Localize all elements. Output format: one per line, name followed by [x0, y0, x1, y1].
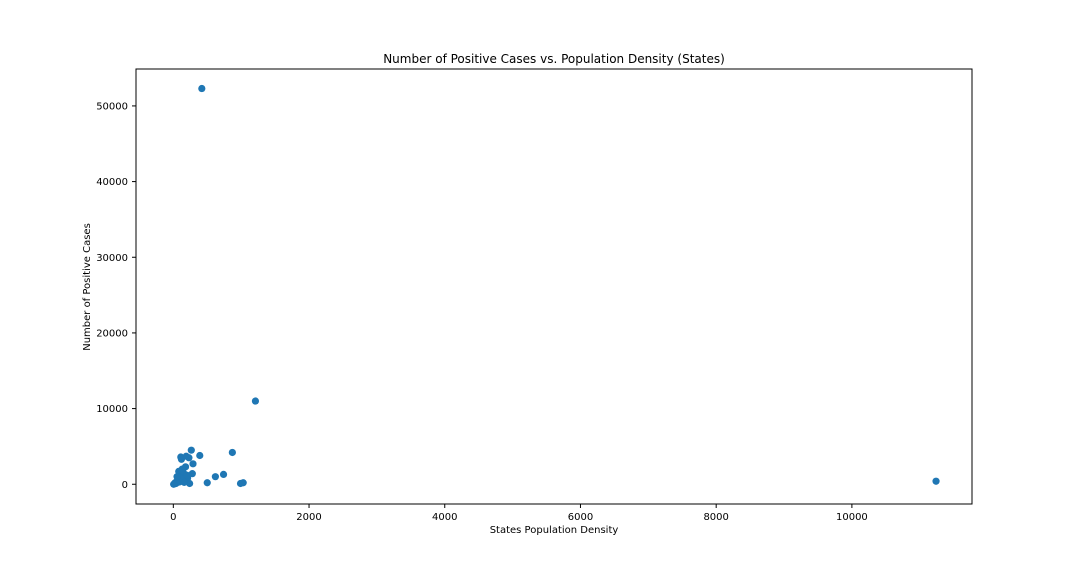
data-point: [189, 460, 197, 468]
y-tick-label: 50000: [96, 101, 128, 112]
y-tick-label: 30000: [96, 253, 128, 264]
data-point: [173, 473, 181, 481]
data-point: [185, 454, 193, 462]
data-point: [203, 479, 211, 487]
data-point: [198, 84, 206, 93]
data-point: [239, 479, 247, 487]
y-axis-label: Number of Positive Cases: [82, 223, 93, 351]
plot-area-frame: [135, 68, 973, 505]
x-axis-label: States Population Density: [490, 525, 619, 536]
y-axis-ticks: 0 10000 20000 30000 40000 50000: [96, 101, 136, 491]
data-point: [183, 471, 191, 479]
data-point: [188, 470, 196, 478]
y-tick-label: 0: [122, 480, 128, 491]
y-tick-label: 10000: [96, 404, 128, 415]
data-point: [196, 451, 204, 460]
data-point: [219, 470, 228, 479]
x-tick-label: 10000: [836, 512, 868, 523]
chart-title: Number of Positive Cases vs. Population …: [383, 52, 725, 66]
x-tick-label: 8000: [703, 512, 728, 523]
data-point: [211, 473, 219, 481]
x-tick-label: 6000: [568, 512, 593, 523]
data-point: [932, 477, 940, 485]
data-point: [170, 480, 178, 488]
data-point: [228, 448, 236, 457]
y-tick-label: 40000: [96, 177, 128, 188]
data-point: [251, 397, 260, 405]
data-points: [170, 84, 940, 488]
x-tick-label: 2000: [296, 512, 321, 523]
data-point: [186, 479, 194, 488]
data-point: [180, 478, 188, 486]
y-tick-label: 20000: [96, 328, 128, 339]
x-tick-label: 4000: [432, 512, 457, 523]
x-axis-ticks: 0 2000 4000 6000 8000 10000: [170, 504, 868, 523]
x-tick-label: 0: [170, 512, 176, 523]
data-point: [187, 446, 195, 454]
